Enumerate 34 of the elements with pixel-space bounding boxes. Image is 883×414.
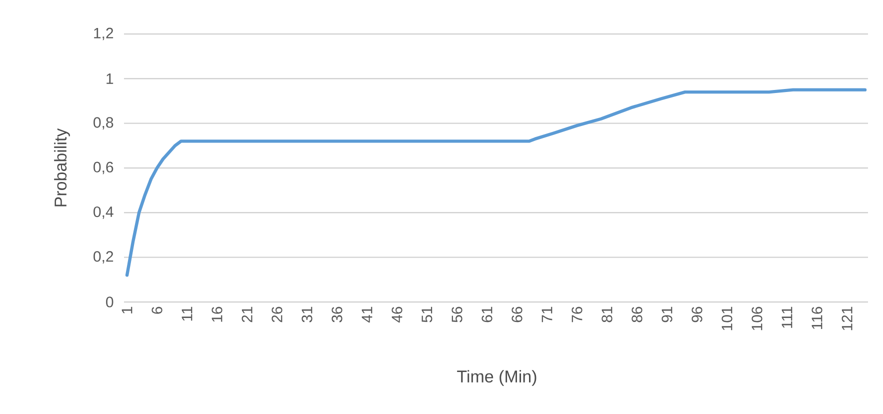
x-tick-label: 1 (122, 306, 132, 314)
x-tick-label: 61 (482, 306, 492, 322)
x-tick-label: 111 (782, 306, 792, 328)
x-tick-label: 96 (692, 306, 702, 322)
x-tick-label: 86 (632, 306, 642, 322)
x-tick-label: 101 (722, 306, 732, 330)
x-tick-label: 31 (302, 306, 312, 322)
x-tick-label: 16 (212, 306, 222, 322)
x-tick-label: 91 (662, 306, 672, 322)
x-tick-label: 56 (452, 306, 462, 322)
x-axis-title: Time (Min) (457, 370, 536, 386)
x-tick-label: 21 (242, 306, 252, 322)
x-tick-label: 81 (602, 306, 612, 322)
y-tick-label: 0,6 (94, 162, 114, 174)
y-tick-label: 1 (106, 74, 114, 84)
y-axis-title: Probability (54, 128, 70, 206)
x-tick-label: 76 (572, 306, 582, 322)
x-tick-label: 11 (182, 306, 192, 321)
x-tick-label: 71 (542, 306, 552, 322)
x-tick-label: 41 (362, 306, 372, 323)
x-tick-label: 6 (152, 306, 162, 314)
y-tick-label: 0,2 (94, 251, 114, 264)
x-tick-label: 121 (842, 306, 852, 330)
x-tick-label: 66 (512, 306, 522, 322)
y-tick-label: 1,2 (94, 28, 114, 40)
x-tick-label: 106 (752, 306, 762, 330)
y-tick-label: 0,8 (94, 117, 114, 130)
x-tick-label: 116 (812, 306, 822, 329)
y-tick-label: 0 (106, 296, 114, 308)
x-tick-label: 46 (392, 306, 402, 323)
x-tick-label: 36 (332, 306, 342, 322)
y-tick-label: 0,4 (94, 206, 114, 219)
x-tick-label: 26 (272, 306, 282, 322)
x-tick-label: 51 (422, 306, 432, 322)
